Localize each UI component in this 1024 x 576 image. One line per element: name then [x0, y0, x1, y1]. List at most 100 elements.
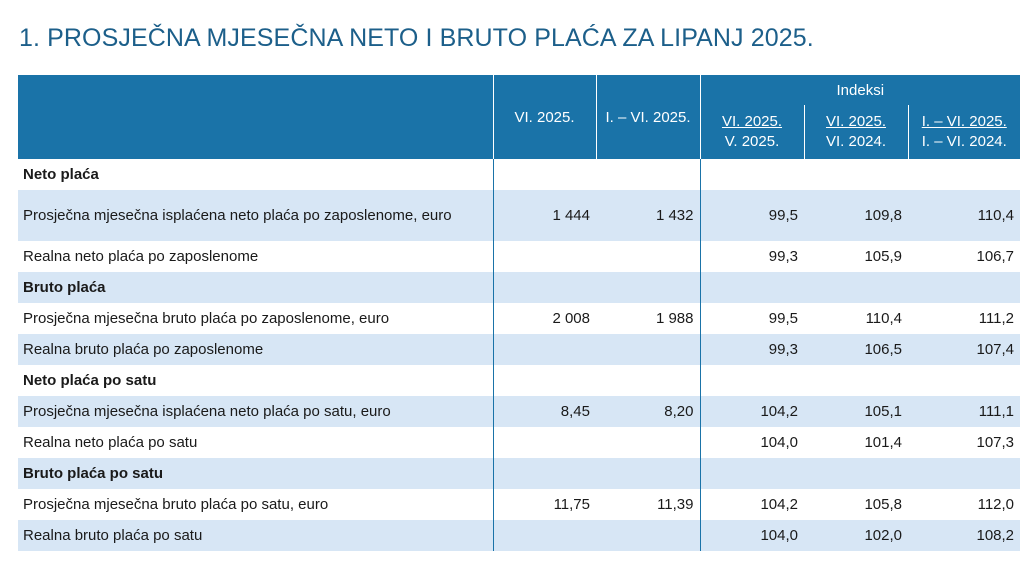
- value-cell: 112,0: [977, 495, 1015, 513]
- value-cell: [908, 365, 1020, 396]
- value-cell: 2 008: [552, 309, 590, 327]
- value-cell: [908, 159, 1020, 190]
- value-cell: [908, 272, 1021, 303]
- value-cell: 107,3: [976, 433, 1015, 451]
- value-cell: [493, 520, 596, 551]
- header-index-1: VI. 2025. V. 2025.: [699, 105, 804, 159]
- value-cell: 111,1: [908, 396, 1021, 427]
- value-cell: 111,2: [978, 309, 1015, 327]
- row-label: Realna bruto plaća po satu: [18, 520, 494, 551]
- header-blank-cell: [18, 75, 493, 159]
- value-cell: 11,75: [553, 495, 590, 513]
- value-cell: 107,4: [908, 334, 1021, 365]
- section-label: Neto plaća: [18, 159, 494, 190]
- value-cell: [700, 272, 804, 303]
- value-cell: [493, 458, 596, 489]
- value-cell: [493, 272, 596, 303]
- value-cell: 106,7: [976, 247, 1015, 265]
- table-row: Prosječna mjesečna bruto plaća po satu, …: [18, 489, 1020, 520]
- value-cell: [804, 458, 908, 489]
- value-cell: [804, 272, 908, 303]
- value-cell: 99,3: [768, 247, 798, 265]
- value-cell: [596, 520, 701, 551]
- section-row: Neto plaća: [18, 159, 1020, 190]
- table-row: Realna neto plaća po zaposlenome 99,3 105,…: [18, 241, 1020, 272]
- index-1-denominator: V. 2025.: [724, 133, 780, 150]
- value-cell: 104,2: [760, 495, 798, 513]
- header-index-2: VI. 2025. VI. 2024.: [803, 105, 908, 159]
- table-row: Prosječna mjesečna isplaćena neto plaća …: [18, 190, 1021, 241]
- value-cell: [596, 241, 701, 272]
- value-cell: [804, 365, 908, 396]
- value-cell: 104,0: [760, 433, 798, 451]
- value-cell: [493, 241, 596, 272]
- row-label: Prosječna mjesečna isplaćena neto plaća …: [18, 190, 494, 241]
- value-cell: 106,5: [804, 334, 908, 365]
- value-cell: [596, 334, 701, 365]
- value-cell: 110,4: [908, 190, 1021, 241]
- value-cell: 99,3: [700, 334, 804, 365]
- row-label: Prosječna mjesečna bruto plaća po zaposl…: [18, 303, 494, 334]
- value-cell: 110,4: [865, 309, 902, 327]
- value-cell: 101,4: [864, 433, 902, 451]
- value-cell: [700, 458, 804, 489]
- value-cell: 104,2: [700, 396, 804, 427]
- table-row: Realna neto plaća po satu 104,0 101,4 107,3: [18, 427, 1020, 458]
- row-label: Realna bruto plaća po zaposlenome: [18, 334, 494, 365]
- section-label: Neto plaća po satu: [18, 365, 494, 396]
- value-cell: [596, 159, 701, 190]
- value-cell: 102,0: [804, 520, 908, 551]
- table-row: Prosječna mjesečna isplaćena neto plaća …: [18, 396, 1021, 427]
- index-2-numerator: VI. 2025.: [825, 113, 887, 130]
- section-label: Bruto plaća po satu: [18, 458, 494, 489]
- value-cell: 1 432: [596, 190, 701, 241]
- value-cell: 108,2: [908, 520, 1021, 551]
- value-cell: 99,5: [700, 190, 804, 241]
- value-cell: 11,39: [596, 489, 701, 520]
- value-cell: [596, 427, 701, 458]
- value-cell: [493, 365, 596, 396]
- value-cell: [596, 365, 701, 396]
- section-row: Neto plaća po satu: [18, 365, 1020, 396]
- value-cell: [493, 334, 596, 365]
- table-row: Prosječna mjesečna bruto plaća po zaposl…: [18, 303, 1020, 334]
- table-body: Neto plaća Prosječna mjesečna isplaćena n…: [18, 159, 1021, 551]
- header-col-vi-2025: VI. 2025.: [492, 75, 596, 159]
- value-cell: [493, 427, 596, 458]
- table-row: Realna bruto plaća po satu 104,0 102,0 108,…: [18, 520, 1021, 551]
- header-col-i-vi-2025: I. – VI. 2025.: [595, 75, 700, 159]
- index-1-numerator: VI. 2025.: [721, 113, 783, 130]
- index-3-denominator: I. – VI. 2024.: [921, 133, 1007, 150]
- row-label: Prosječna mjesečna bruto plaća po satu, …: [18, 489, 494, 520]
- value-cell: [596, 272, 701, 303]
- section-row: Bruto plaća: [18, 272, 1021, 303]
- page-title: 1. PROSJEČNA MJESEČNA NETO I BRUTO PLAĆA…: [19, 24, 814, 52]
- value-cell: 8,20: [596, 396, 701, 427]
- row-label: Realna neto plaća po satu: [18, 427, 494, 458]
- value-cell: 1 988: [596, 303, 701, 334]
- index-2-denominator: VI. 2024.: [825, 133, 887, 150]
- value-cell: 99,5: [768, 309, 798, 327]
- table-header: VI. 2025. I. – VI. 2025. Indeksi VI. 202…: [18, 75, 1021, 159]
- value-cell: 1 444: [493, 190, 596, 241]
- value-cell: 109,8: [804, 190, 908, 241]
- value-cell: [700, 159, 804, 190]
- header-index-3: I. – VI. 2025. I. – VI. 2024.: [907, 105, 1021, 159]
- row-label: Realna neto plaća po zaposlenome: [18, 241, 494, 272]
- section-row: Bruto plaća po satu: [18, 458, 1021, 489]
- value-cell: 105,8: [864, 495, 902, 513]
- value-cell: 104,0: [700, 520, 804, 551]
- header-group-indeksi: Indeksi: [699, 75, 1021, 105]
- value-cell: [908, 458, 1021, 489]
- value-cell: 105,1: [804, 396, 908, 427]
- value-cell: [596, 458, 701, 489]
- index-3-numerator: I. – VI. 2025.: [921, 113, 1007, 130]
- value-cell: [493, 159, 596, 190]
- salary-table: VI. 2025. I. – VI. 2025. Indeksi VI. 202…: [18, 75, 1021, 551]
- row-label: Prosječna mjesečna isplaćena neto plaća …: [18, 396, 494, 427]
- value-cell: 105,9: [864, 247, 902, 265]
- value-cell: 8,45: [493, 396, 596, 427]
- value-cell: [804, 159, 908, 190]
- value-cell: [700, 365, 804, 396]
- section-label: Bruto plaća: [18, 272, 494, 303]
